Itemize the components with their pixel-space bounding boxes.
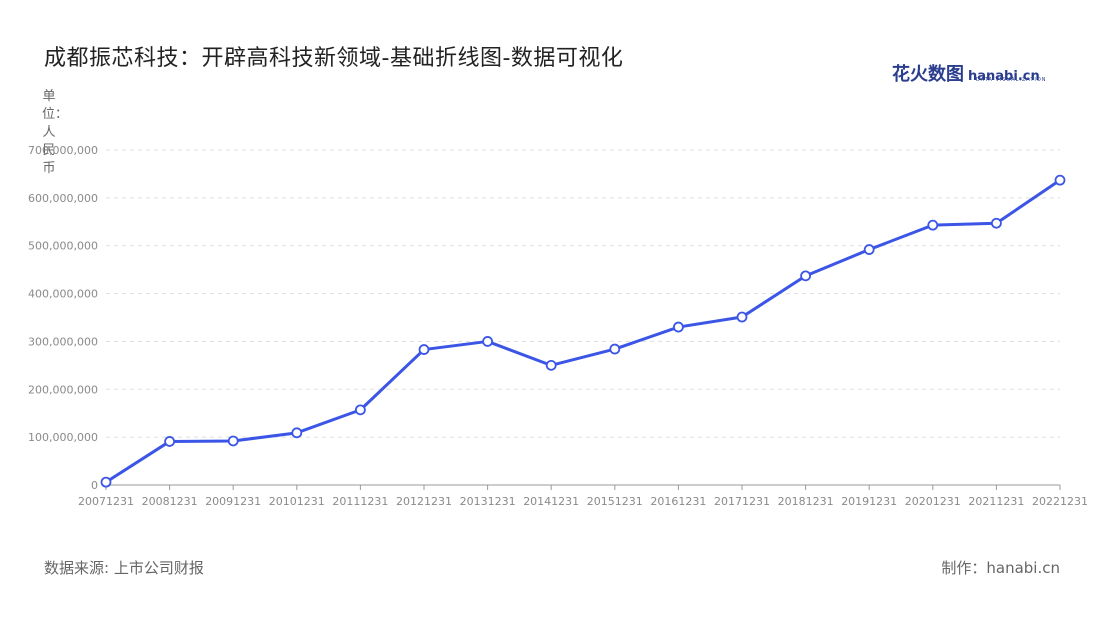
x-tick-label: 20071231	[78, 495, 134, 508]
chart-title: 成都振芯科技：开辟高科技新领域-基础折线图-数据可视化	[44, 46, 624, 71]
data-point	[164, 436, 176, 447]
data-point	[1054, 174, 1066, 186]
x-tick-label: 20211231	[968, 495, 1024, 508]
x-tick-label: 20131231	[460, 495, 516, 508]
x-tick-label: 20161231	[650, 495, 706, 508]
y-tick-label: 700,000,000	[28, 144, 98, 157]
x-tick-label: 20151231	[587, 495, 643, 508]
y-tick-label: 100,000,000	[28, 431, 98, 444]
data-point	[100, 476, 112, 488]
data-point	[927, 219, 939, 231]
data-point	[354, 404, 366, 416]
x-tick-label: 20101231	[269, 495, 325, 508]
y-tick-label: 400,000,000	[28, 288, 98, 301]
x-tick-label: 20191231	[841, 495, 897, 508]
x-tick-label: 20201231	[905, 495, 961, 508]
y-tick-label: 500,000,000	[28, 240, 98, 253]
data-point	[991, 217, 1002, 229]
y-tick-label: 300,000,000	[28, 335, 98, 348]
logo-text-en: hanabi.cn	[968, 69, 1040, 84]
data-point	[609, 343, 621, 355]
x-tick-label: 20121231	[396, 495, 452, 508]
x-tick-label: 20221231	[1032, 495, 1088, 508]
x-tick-label: 20171231	[714, 495, 770, 508]
data-point	[227, 435, 239, 447]
series-line	[105, 178, 1061, 484]
x-tick-label: 20181231	[778, 495, 834, 508]
data-point	[482, 336, 494, 347]
credit: 制作：hanabi.cn	[941, 559, 1060, 577]
y-tick-label: 200,000,000	[28, 383, 98, 396]
data-point	[545, 359, 557, 371]
x-tick-label: 20091231	[205, 495, 261, 508]
logo-text-cn: 花火数图	[892, 64, 964, 85]
x-tick-label: 20081231	[142, 495, 198, 508]
data-point	[291, 427, 303, 439]
data-point	[418, 344, 430, 355]
x-tick-label: 20111231	[332, 495, 388, 508]
data-point	[736, 311, 748, 323]
data-point	[863, 244, 875, 255]
logo-subtitle: DATA VISUALIZATION	[976, 77, 1047, 83]
data-source: 数据来源: 上市公司财报	[44, 559, 204, 577]
x-tick-label: 20141231	[523, 495, 579, 508]
y-tick-label: 0	[91, 479, 98, 492]
y-tick-label: 600,000,000	[28, 192, 98, 205]
data-point	[800, 270, 811, 282]
data-point	[673, 321, 684, 333]
